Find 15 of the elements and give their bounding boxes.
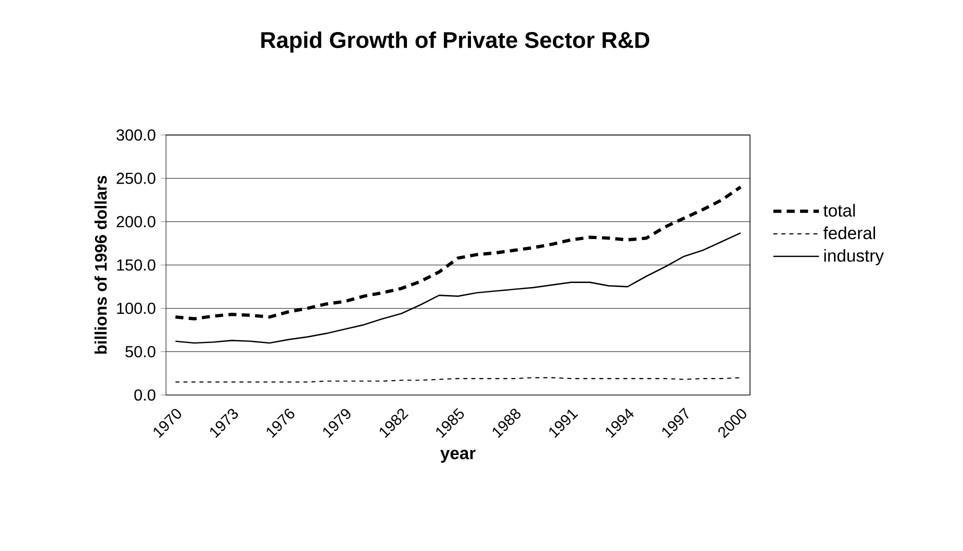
legend-label: federal xyxy=(823,226,876,240)
legend-label: industry xyxy=(824,249,884,266)
line-series xyxy=(174,185,742,320)
y-tick-label: 100.0 xyxy=(117,302,156,314)
chart-title: Rapid Growth of Private Sector R&D xyxy=(261,31,650,53)
y-tick-label: 150.0 xyxy=(117,259,156,271)
legend-label: total xyxy=(823,204,855,217)
y-tick-label: 50.0 xyxy=(125,346,156,358)
x-axis-title: year xyxy=(440,450,476,463)
y-tick-label: 300.0 xyxy=(116,129,156,141)
y-axis-title: billions of 1996 dollars xyxy=(94,176,107,354)
line-series xyxy=(174,232,742,344)
y-tick-label: 200.0 xyxy=(116,216,156,228)
y-tick-label: 250.0 xyxy=(116,172,156,184)
y-tick-label: 0.0 xyxy=(134,389,156,401)
